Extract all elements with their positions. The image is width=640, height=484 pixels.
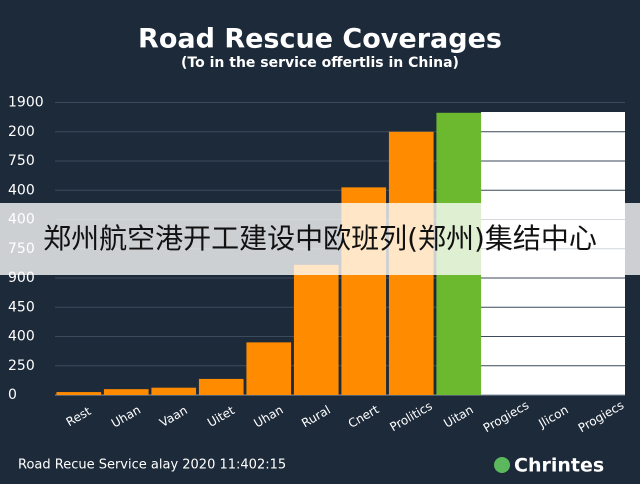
y-tick-label: 250: [8, 358, 35, 374]
footer: Road Recue Service alay 2020 11:402:15: [18, 458, 286, 473]
bar: [246, 342, 292, 395]
y-tick-label: 1900: [8, 95, 44, 111]
bar: [293, 264, 339, 395]
y-tick-label: 200: [8, 124, 35, 140]
chart-title: Road Rescue Coverages: [138, 24, 502, 55]
y-tick-label: 750: [8, 153, 35, 169]
y-tick-label: 400: [8, 329, 35, 345]
y-tick-label: 450: [8, 299, 35, 315]
y-tick-label: 0: [8, 387, 17, 403]
banner-bg: [0, 203, 640, 275]
logo-icon: [494, 457, 510, 473]
chart-subtitle: (To in the service offertlis in China): [181, 55, 459, 71]
bar: [56, 392, 102, 395]
banner: 郑州航空港开工建设中欧班列(郑州)集结中心: [43, 222, 597, 255]
bar: [151, 387, 197, 395]
logo: Chrintes: [514, 455, 604, 477]
bar: [198, 378, 244, 395]
bar: [103, 389, 149, 395]
y-tick-label: 400: [8, 182, 35, 198]
